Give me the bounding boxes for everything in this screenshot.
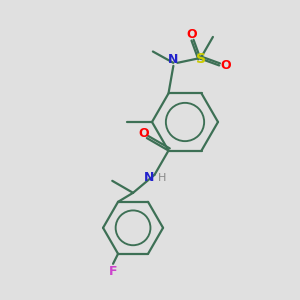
Text: N: N (144, 171, 155, 184)
Text: O: O (220, 59, 230, 72)
Text: O: O (186, 28, 197, 41)
Text: H: H (158, 173, 167, 183)
Text: F: F (109, 265, 117, 278)
Text: S: S (196, 52, 206, 66)
Text: O: O (139, 127, 149, 140)
Text: N: N (168, 53, 178, 66)
